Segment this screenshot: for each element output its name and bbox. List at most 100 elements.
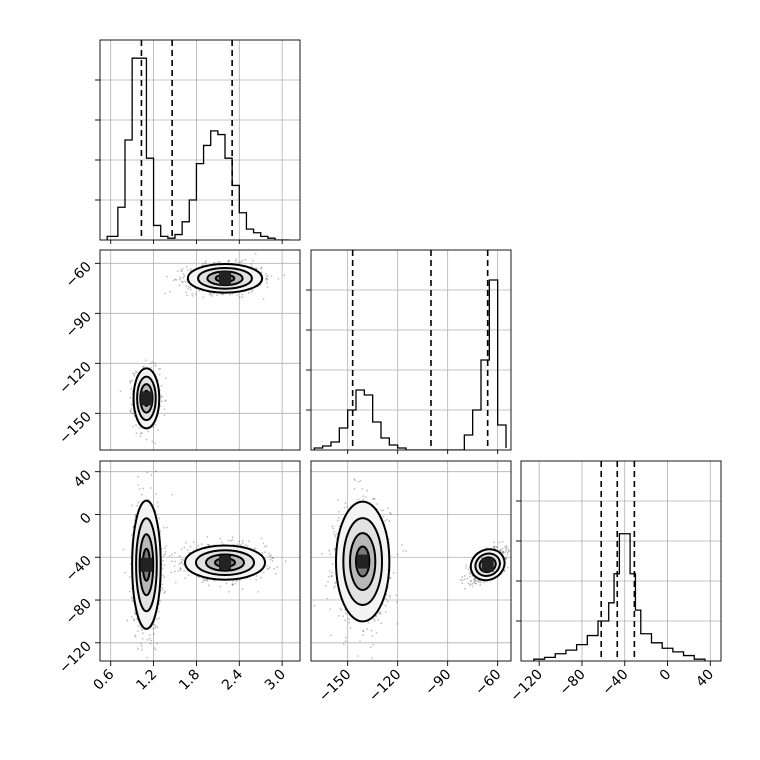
contour-line-level-0 xyxy=(469,548,506,582)
scatter-point xyxy=(154,648,157,651)
scatter-point xyxy=(260,266,263,269)
scatter-point xyxy=(134,612,137,615)
scatter-point xyxy=(176,270,179,273)
contour-line-level-0 xyxy=(184,544,266,581)
scatter-point xyxy=(336,519,339,522)
scatter-point xyxy=(473,579,476,582)
scatter-point xyxy=(158,517,161,520)
scatter-point xyxy=(154,364,157,367)
scatter-point xyxy=(469,583,472,585)
scatter-point xyxy=(213,261,216,264)
scatter-point xyxy=(334,582,336,584)
scatter-point xyxy=(345,612,347,615)
scatter-point xyxy=(329,553,332,556)
scatter-point xyxy=(405,550,408,552)
histogram-panel-2 xyxy=(516,460,722,662)
scatter-point xyxy=(501,551,504,554)
density-panel-p0-p1 xyxy=(99,249,301,451)
scatter-point xyxy=(370,629,373,632)
scatter-point xyxy=(148,634,151,636)
scatter-point xyxy=(166,275,168,278)
scatter-point xyxy=(137,647,139,650)
scatter-point xyxy=(241,539,244,542)
scatter-point xyxy=(150,474,153,476)
scatter-point xyxy=(252,259,254,262)
scatter-point xyxy=(265,282,268,284)
scatter-point xyxy=(272,557,274,560)
scatter-point xyxy=(244,544,247,546)
scatter-point xyxy=(504,545,506,548)
scatter-point xyxy=(179,276,181,279)
scatter-point xyxy=(237,261,240,264)
contour-line-level-2 xyxy=(205,553,245,572)
scatter-point xyxy=(333,533,336,536)
scatter-point xyxy=(470,579,473,582)
scatter-point xyxy=(166,526,168,529)
scatter-point xyxy=(183,570,186,573)
scatter-point xyxy=(164,551,167,553)
scatter-point xyxy=(194,293,197,295)
scatter-point xyxy=(329,570,331,572)
scatter-point xyxy=(263,545,266,548)
scatter-point xyxy=(235,580,238,582)
scatter-point xyxy=(163,576,166,579)
scatter-point xyxy=(266,278,269,281)
scatter-point xyxy=(189,286,192,289)
scatter-point xyxy=(331,563,334,565)
scatter-point xyxy=(203,579,206,581)
x-tick-label: 0.6 xyxy=(90,666,117,693)
scatter-point xyxy=(152,627,155,630)
scatter-point xyxy=(260,271,263,274)
scatter-point xyxy=(163,408,166,411)
scatter-point xyxy=(189,288,192,291)
scatter-point xyxy=(163,564,166,567)
scatter-point xyxy=(137,501,140,504)
scatter-point xyxy=(204,262,207,265)
density-peak-cell xyxy=(219,555,231,570)
scatter-point xyxy=(260,537,263,540)
scatter-point xyxy=(273,567,275,570)
scatter-point xyxy=(277,278,280,280)
scatter-point xyxy=(493,546,496,549)
scatter-point xyxy=(250,263,253,265)
scatter-point xyxy=(466,577,469,580)
scatter-point xyxy=(475,579,477,582)
scatter-point xyxy=(206,536,209,538)
scatter-point xyxy=(357,498,360,501)
scatter-point xyxy=(174,278,177,281)
scatter-point xyxy=(146,471,149,474)
scatter-point xyxy=(283,274,286,277)
scatter-point xyxy=(227,539,230,542)
density-peak-cell xyxy=(140,557,153,572)
scatter-point xyxy=(342,643,345,646)
scatter-point xyxy=(232,583,234,586)
scatter-point xyxy=(157,429,159,431)
scatter-point xyxy=(377,619,380,621)
scatter-point xyxy=(498,541,501,544)
scatter-point xyxy=(164,399,167,402)
scatter-point xyxy=(180,280,183,283)
scatter-point xyxy=(210,293,213,296)
scatter-point xyxy=(164,292,167,295)
scatter-point xyxy=(154,626,157,629)
scatter-point xyxy=(362,634,364,636)
scatter-point xyxy=(507,549,510,552)
y-tick-label: −60 xyxy=(63,259,95,291)
scatter-point xyxy=(187,285,190,288)
scatter-point xyxy=(202,296,205,299)
scatter-point xyxy=(128,576,131,579)
scatter-point xyxy=(164,590,166,593)
scatter-point xyxy=(241,259,244,262)
scatter-point xyxy=(201,264,204,267)
scatter-point xyxy=(506,551,509,554)
scatter-point xyxy=(130,388,133,390)
scatter-point xyxy=(247,292,250,294)
scatter-point xyxy=(353,478,356,480)
scatter-point xyxy=(257,591,259,593)
scatter-point xyxy=(209,292,211,294)
scatter-point xyxy=(132,412,135,415)
scatter-point xyxy=(333,547,336,550)
scatter-point xyxy=(220,541,223,543)
scatter-point xyxy=(271,560,274,562)
contour-line-level-0 xyxy=(335,500,391,623)
